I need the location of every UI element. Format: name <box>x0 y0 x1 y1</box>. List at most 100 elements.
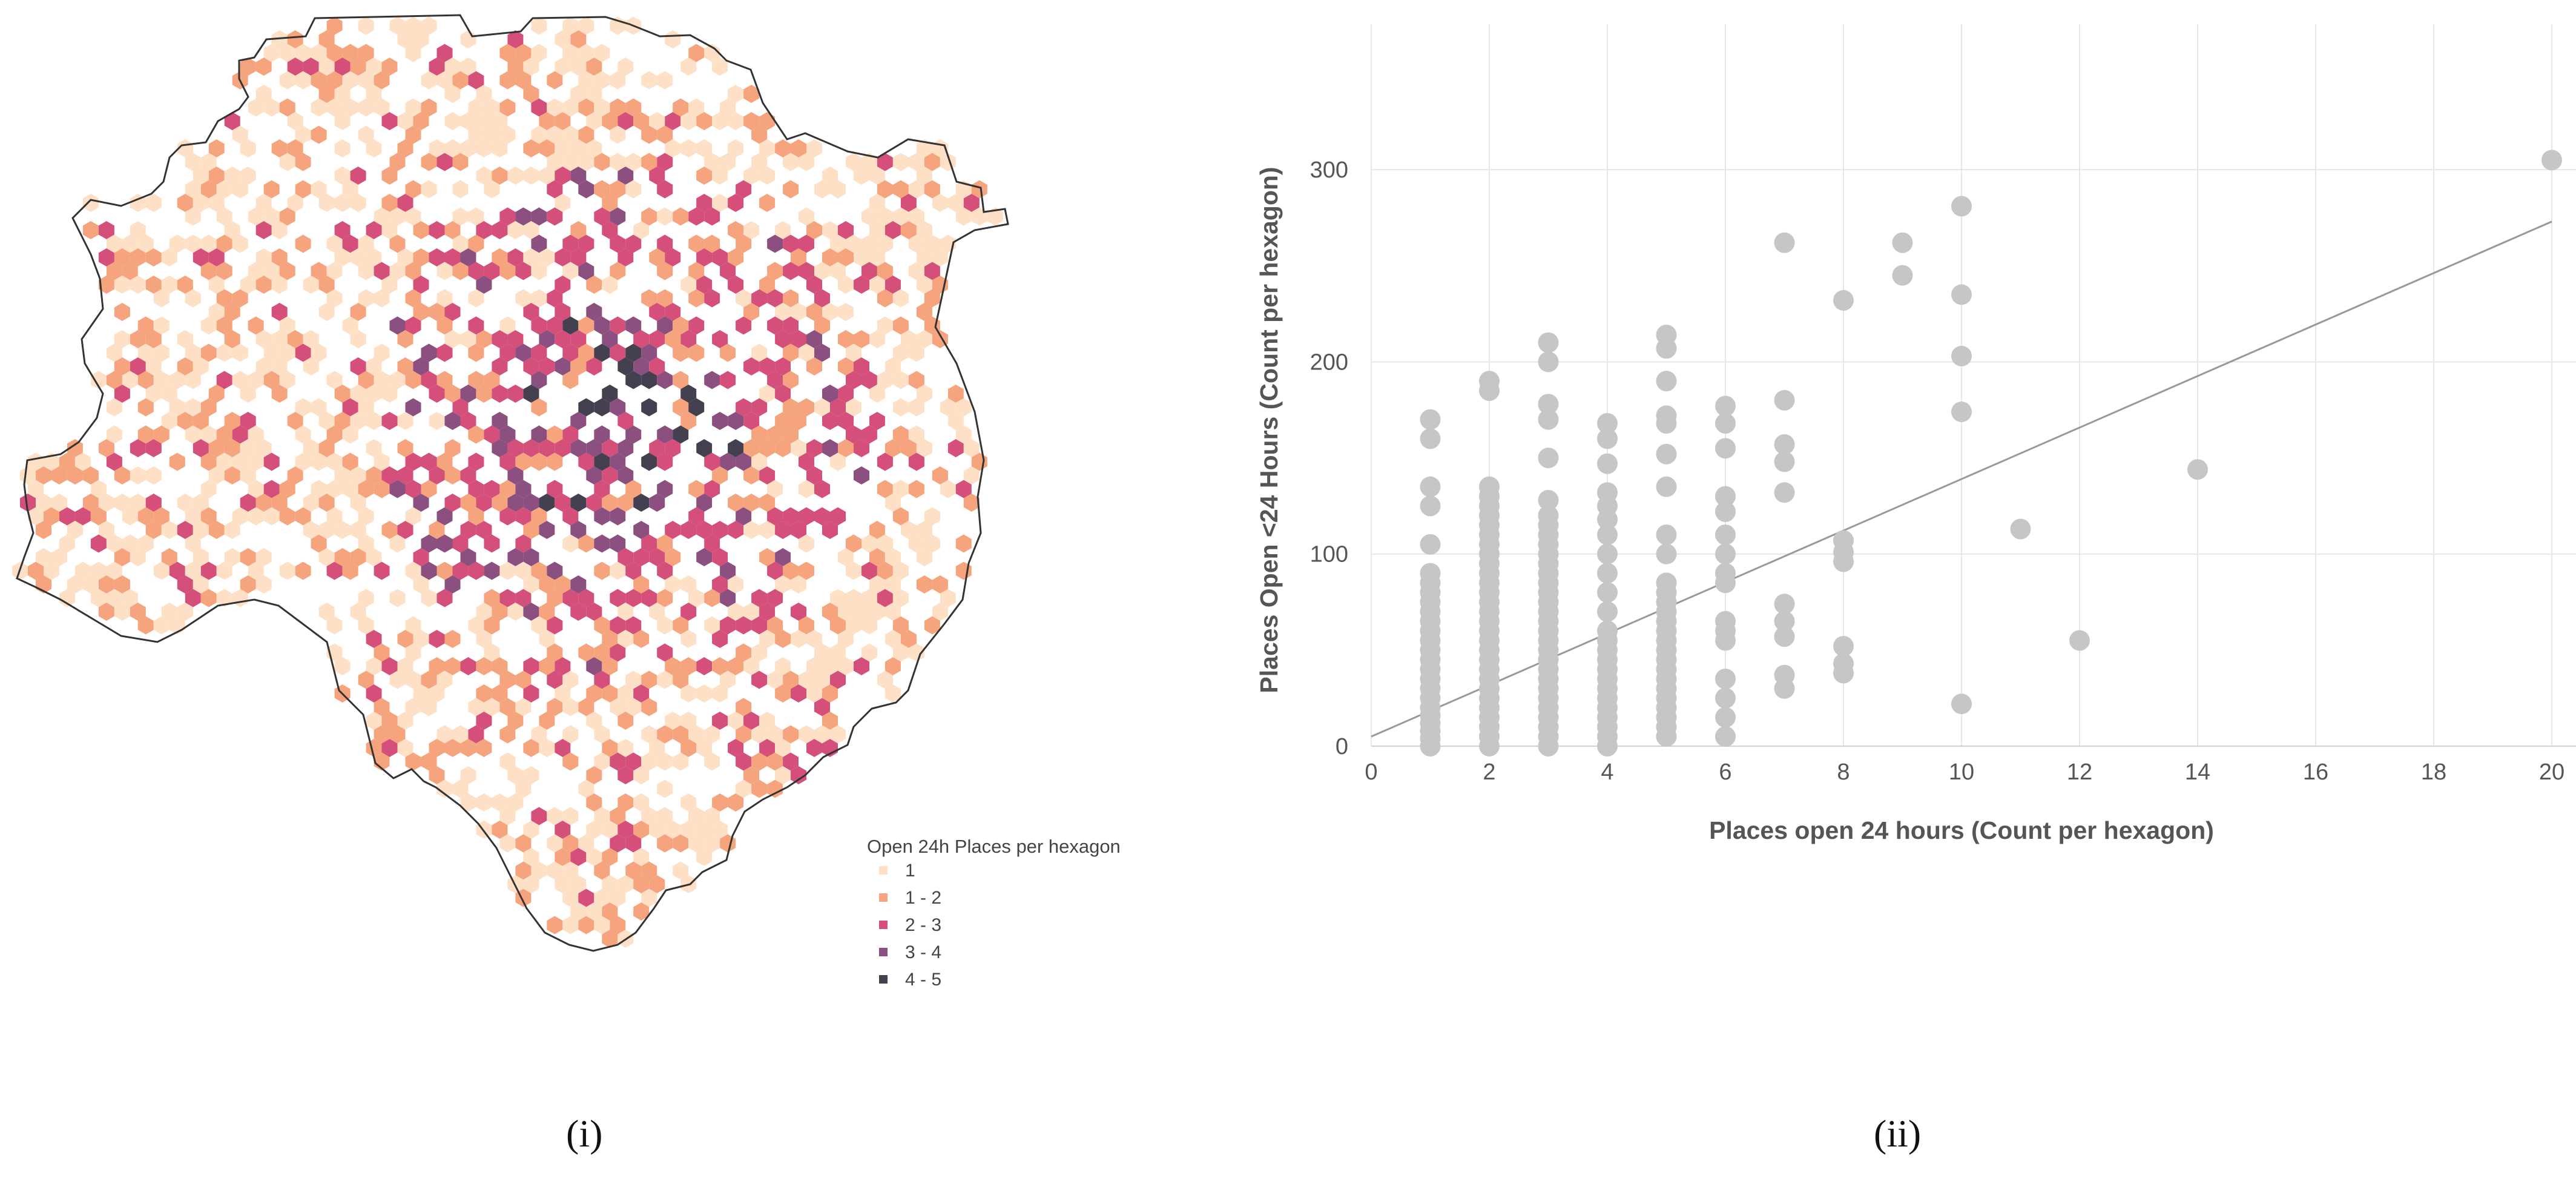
hexagon-cell <box>436 452 453 471</box>
hexagon-cell <box>555 139 571 157</box>
hexagon-cell <box>460 739 476 757</box>
hexagon-cell <box>389 262 406 280</box>
data-point <box>1656 371 1677 392</box>
legend-title: Open 24h Places per hexagon <box>867 836 1121 857</box>
data-point <box>1715 501 1736 522</box>
hexagon-cell <box>413 30 429 48</box>
hexagon-cell <box>602 466 618 485</box>
hexagon-cell <box>696 739 713 757</box>
hexagon-cell <box>28 480 44 498</box>
hexagon-cell <box>884 575 901 594</box>
hexagon-cell <box>421 71 437 90</box>
hexagon-cell <box>759 548 776 566</box>
hexagon-cell <box>224 167 240 185</box>
hexagon-cell <box>814 507 830 526</box>
hexagon-cell <box>704 452 720 471</box>
hexagon-cell <box>633 821 650 839</box>
hexagon-cell <box>799 670 814 689</box>
hexagon-cell <box>248 425 264 444</box>
hexagon-cell <box>169 452 185 471</box>
hexagon-cell <box>185 561 201 580</box>
hexagon-cell <box>413 575 429 594</box>
data-point <box>1715 395 1736 417</box>
hexagon-cell <box>271 30 288 48</box>
hexagon-cell <box>932 248 948 266</box>
x-tick-label: 16 <box>2303 759 2328 785</box>
hexagon-cell <box>633 521 650 539</box>
data-point <box>1774 610 1795 632</box>
hexagon-cell <box>673 725 689 744</box>
hexagon-cell <box>499 316 516 335</box>
hexagon-cell <box>193 357 209 375</box>
hexagon-cell <box>539 521 555 539</box>
hexagon-cell <box>720 262 736 280</box>
hexagon-cell <box>82 466 99 485</box>
hexagon-cell <box>499 752 516 771</box>
hexagon-cell <box>680 575 697 594</box>
hexagon-cell <box>861 643 877 662</box>
data-point <box>1774 389 1795 411</box>
hexagon-cell <box>240 412 256 430</box>
hexagon-cell <box>877 534 893 553</box>
hexagon-cell <box>814 725 830 744</box>
hexagon-cell <box>287 330 303 348</box>
hexagon-cell <box>586 357 602 375</box>
hexagon-cell <box>106 234 122 253</box>
hexagon-cell <box>531 507 547 526</box>
hexagon-cell <box>743 766 760 784</box>
data-point <box>1774 594 1795 615</box>
hexagon-cell <box>869 385 885 403</box>
hexagon-cell <box>562 343 579 362</box>
hexagon-cell <box>200 561 217 580</box>
hexagon-cell <box>208 385 225 403</box>
hexagon-cell <box>759 712 776 730</box>
hexagon-cell <box>680 630 697 648</box>
hexagon-cell <box>539 712 555 730</box>
hexagon-cell <box>468 343 484 362</box>
hexagon-cell <box>523 684 539 703</box>
hexagon-cell <box>924 262 940 280</box>
hexagon-cell <box>295 398 311 417</box>
hexagon-cell <box>200 262 217 280</box>
hexagon-cell <box>185 398 201 417</box>
hexagon-cell <box>232 180 248 199</box>
hexagon-cell <box>838 330 854 348</box>
hexagon-cell <box>791 684 806 703</box>
hexagon-cell <box>295 153 311 171</box>
hexagon-cell <box>295 125 311 144</box>
hexagon-cell <box>657 262 673 280</box>
hexagon-cell <box>688 398 705 417</box>
hexagon-cell <box>877 234 893 253</box>
hexagon-cell <box>106 425 122 444</box>
hexagon-cell <box>413 357 429 375</box>
hexagon-cell <box>358 480 374 498</box>
hexagon-cell <box>657 589 673 607</box>
hexagon-cell <box>680 58 697 76</box>
hexagon-cell <box>712 793 728 812</box>
hexagon-cell <box>216 234 232 253</box>
hexagon-cell <box>405 561 421 580</box>
data-point <box>1951 284 1972 305</box>
hexagon-cell <box>814 643 830 662</box>
hexagon-cell <box>539 167 555 185</box>
hexagon-cell <box>791 575 806 594</box>
hexagon-cell <box>366 412 382 430</box>
hexagon-cell <box>381 412 398 430</box>
hexagon-cell <box>712 575 728 594</box>
hexagon-cell <box>303 330 319 348</box>
hexagon-cell <box>688 44 705 62</box>
hexagon-cell <box>413 112 429 130</box>
hexagon-cell <box>200 153 217 171</box>
hexagon-cell <box>618 793 634 812</box>
hexagon-cell <box>531 343 547 362</box>
hexagon-cell <box>704 480 720 498</box>
hexagon-cell <box>775 330 791 348</box>
hexagon-cell <box>145 248 162 266</box>
hexagon-cell <box>688 289 705 308</box>
hexagon-cell <box>326 425 343 444</box>
hexagon-cell <box>216 262 232 280</box>
hexagon-cell <box>468 371 484 389</box>
hexagon-cell <box>759 139 776 157</box>
hexagon-cell <box>775 766 791 784</box>
hexagon-cell <box>397 30 413 48</box>
